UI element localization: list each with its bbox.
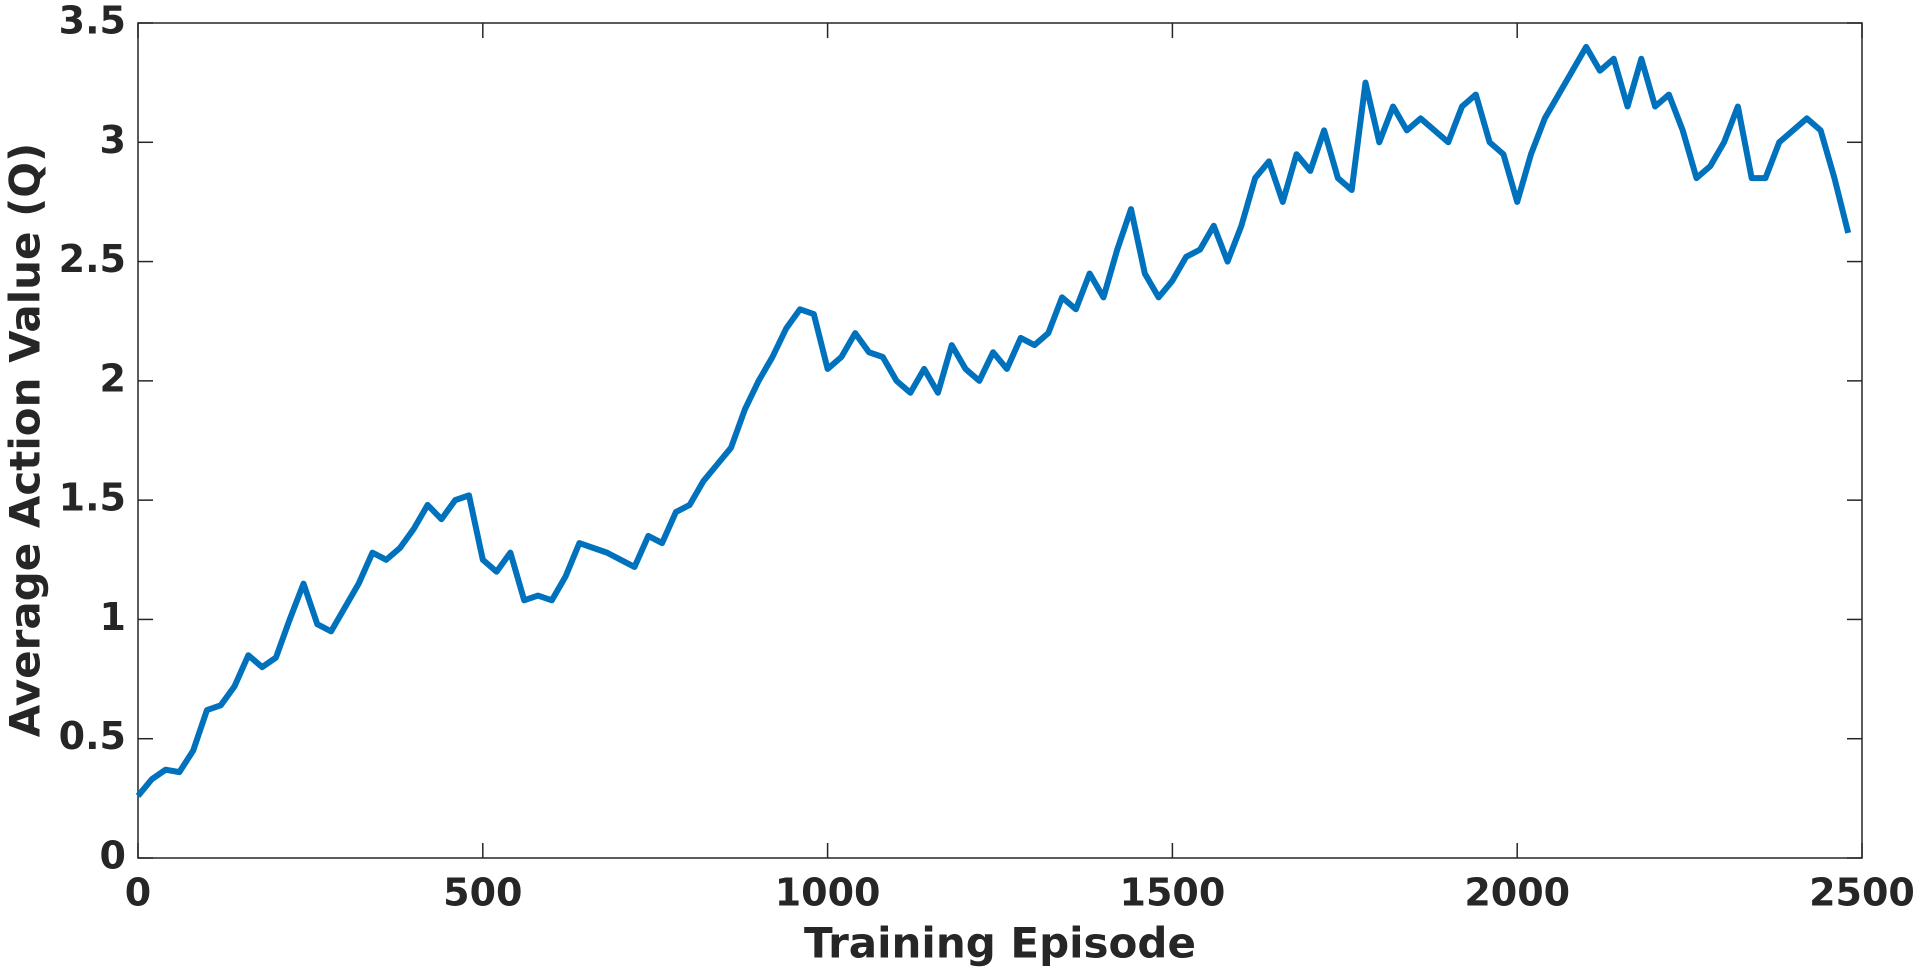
x-tick-label: 1500: [1120, 871, 1226, 915]
x-tick-label: 2500: [1809, 871, 1915, 915]
y-tick-label: 3.5: [59, 0, 126, 43]
x-tick-label: 1000: [775, 871, 881, 915]
data-line: [135, 43, 1852, 798]
y-axis-label: Average Action Value (Q): [1, 143, 50, 737]
y-tick-label: 2: [100, 356, 126, 400]
y-tick-label: 1.5: [59, 476, 126, 520]
y-tick-label: 1: [100, 595, 126, 639]
y-tick-label: 3: [100, 118, 126, 162]
plot-frame: [137, 22, 1863, 859]
y-tick-label: 2.5: [59, 237, 126, 281]
x-tick-label: 0: [125, 871, 151, 915]
y-tick-label: 0.5: [59, 714, 126, 758]
x-tick-label: 2000: [1464, 871, 1570, 915]
y-tick-label: 0: [100, 834, 126, 878]
x-tick-label: 500: [443, 871, 522, 915]
x-axis-label: Training Episode: [804, 919, 1196, 968]
